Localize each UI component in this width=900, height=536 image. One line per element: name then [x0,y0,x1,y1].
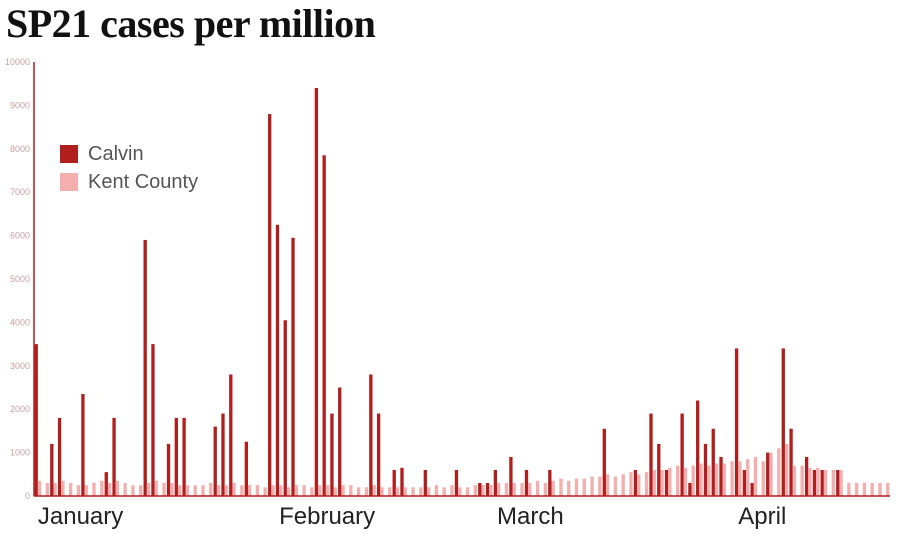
svg-text:6000: 6000 [10,231,30,241]
svg-text:10000: 10000 [6,58,30,67]
svg-text:5000: 5000 [10,274,30,284]
svg-text:4000: 4000 [10,317,30,327]
legend-swatch-kent [60,173,78,191]
chart-svg: 0 1000 2000 3000 4000 5000 6000 7000 8000 9000 100… [6,58,894,536]
svg-text:March: March [497,503,564,530]
svg-text:2000: 2000 [10,404,30,414]
cases-chart: 0 1000 2000 3000 4000 5000 6000 7000 8000 9000 100… [6,58,894,536]
svg-text:8000: 8000 [10,144,30,154]
svg-text:1000: 1000 [10,448,30,458]
svg-text:January: January [38,503,123,530]
svg-text:9000: 9000 [10,100,30,110]
svg-text:0: 0 [25,491,30,501]
svg-text:April: April [738,503,786,530]
page-title: SP21 cases per million [6,0,375,47]
svg-text:February: February [279,503,375,530]
legend-swatch-calvin [60,145,78,163]
legend-item-kent: Kent County [60,168,198,196]
legend-label-kent: Kent County [88,168,198,196]
svg-text:7000: 7000 [10,187,30,197]
legend-label-calvin: Calvin [88,140,144,168]
legend-item-calvin: Calvin [60,140,198,168]
svg-text:3000: 3000 [10,361,30,371]
legend: Calvin Kent County [60,140,198,196]
